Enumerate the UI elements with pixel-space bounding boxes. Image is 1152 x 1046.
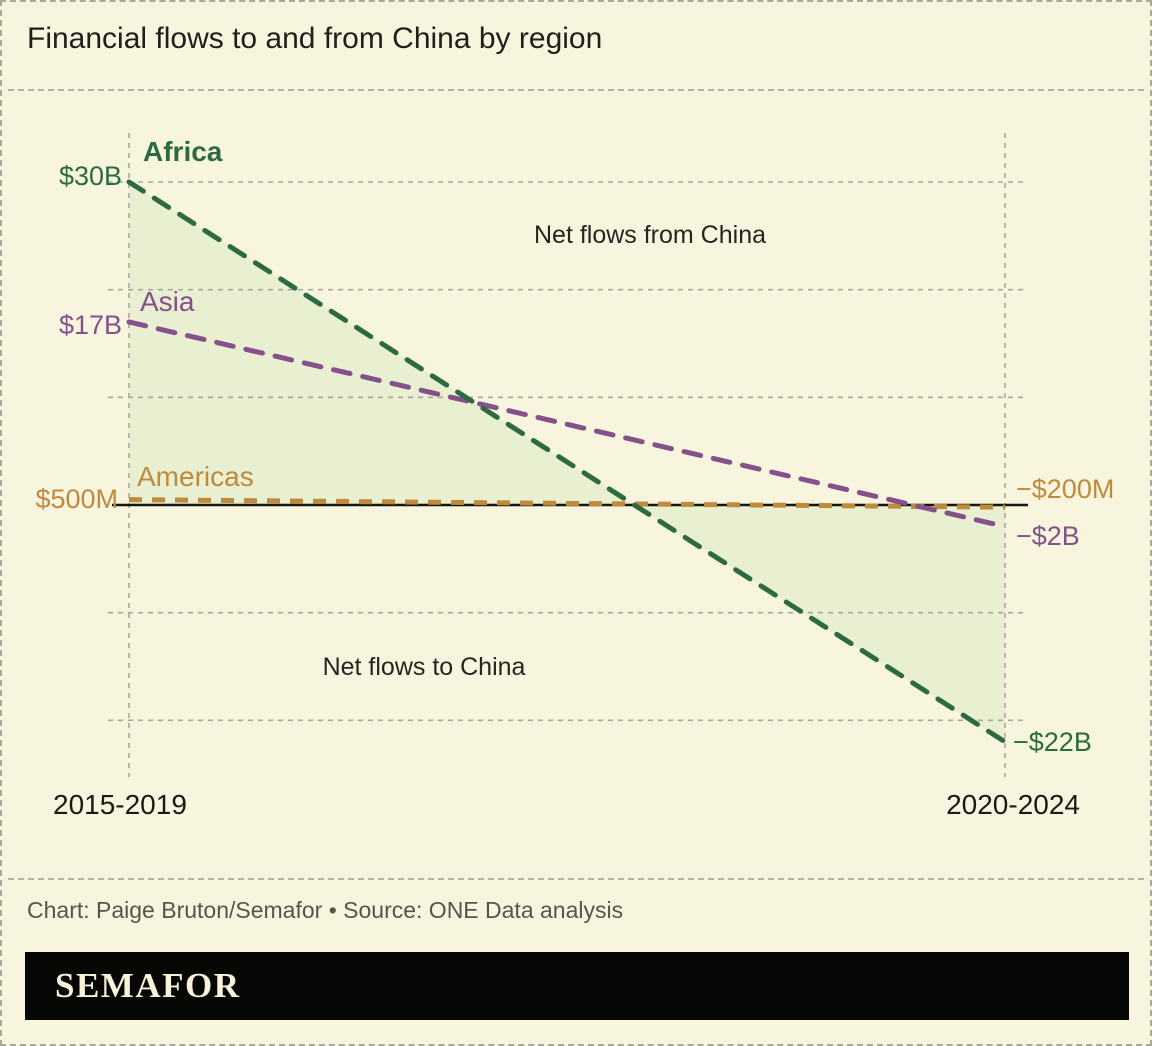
annotation-net-flows-to-china: Net flows to China <box>322 653 526 681</box>
semafor-logo-bar: SEMAFOR <box>25 952 1129 1020</box>
chart-title: Financial flows to and from China by reg… <box>27 22 603 55</box>
africa-series-label: Africa <box>143 136 223 167</box>
footer-separator <box>8 878 1144 880</box>
africa-start-value-label: $30B <box>58 161 122 191</box>
title-separator <box>8 89 1144 91</box>
asia-start-value-label: $17B <box>58 310 122 340</box>
americas-start-value-label: $500M <box>35 484 118 514</box>
asia-series-label: Asia <box>140 286 195 317</box>
asia-line <box>126 319 1008 530</box>
americas-series-label: Americas <box>137 461 254 492</box>
x-axis-label-2015-2019: 2015-2019 <box>53 789 187 820</box>
americas-end-value-label: −$200M <box>1016 474 1115 504</box>
annotation-net-flows-from-china: Net flows from China <box>533 221 767 249</box>
x-axis-label-2020-2024: 2020-2024 <box>946 789 1080 820</box>
africa-line <box>126 179 1008 745</box>
asia-end-value-label: −$2B <box>1016 521 1080 551</box>
semafor-logo: SEMAFOR <box>55 966 241 1005</box>
chart-credit: Chart: Paige Bruton/Semafor • Source: ON… <box>27 897 624 923</box>
americas-line <box>128 497 1006 510</box>
africa-end-value-label: −$22B <box>1013 727 1092 757</box>
